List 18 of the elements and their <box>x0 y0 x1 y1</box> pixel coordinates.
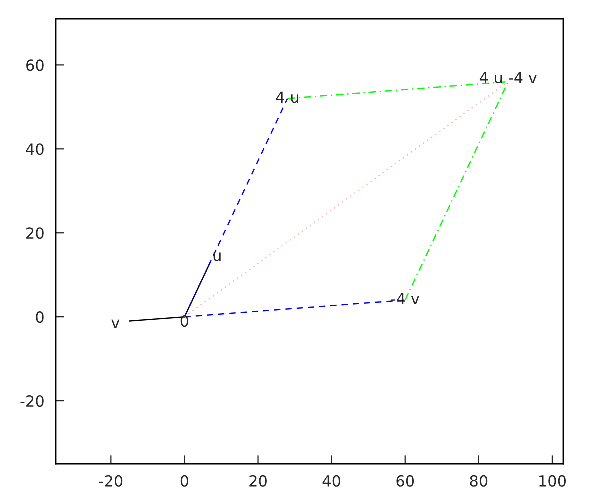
y-tick-label: 0 <box>36 312 44 324</box>
y-tick-label: 20 <box>26 228 44 240</box>
y-tick-label: -20 <box>20 395 44 408</box>
x-tick-label: -20 <box>99 475 123 487</box>
annotation: -4 v <box>392 293 420 304</box>
x-tick-label: 40 <box>322 475 341 487</box>
x-tick-label: 100 <box>540 475 566 487</box>
x-tick-label: 60 <box>396 475 414 487</box>
y-tick-label: 40 <box>26 144 44 156</box>
x-tick-label: 80 <box>470 475 488 487</box>
annotation: 0 <box>180 316 189 328</box>
y-tick-label: 60 <box>26 60 44 72</box>
x-tick-label: 20 <box>250 475 267 487</box>
x-tick-label: 0 <box>180 475 189 487</box>
annotation: u <box>214 252 221 262</box>
annotation: 4 u <box>276 92 298 104</box>
annotation: v <box>112 320 120 328</box>
annotation: 4 u -4 v <box>480 72 538 84</box>
